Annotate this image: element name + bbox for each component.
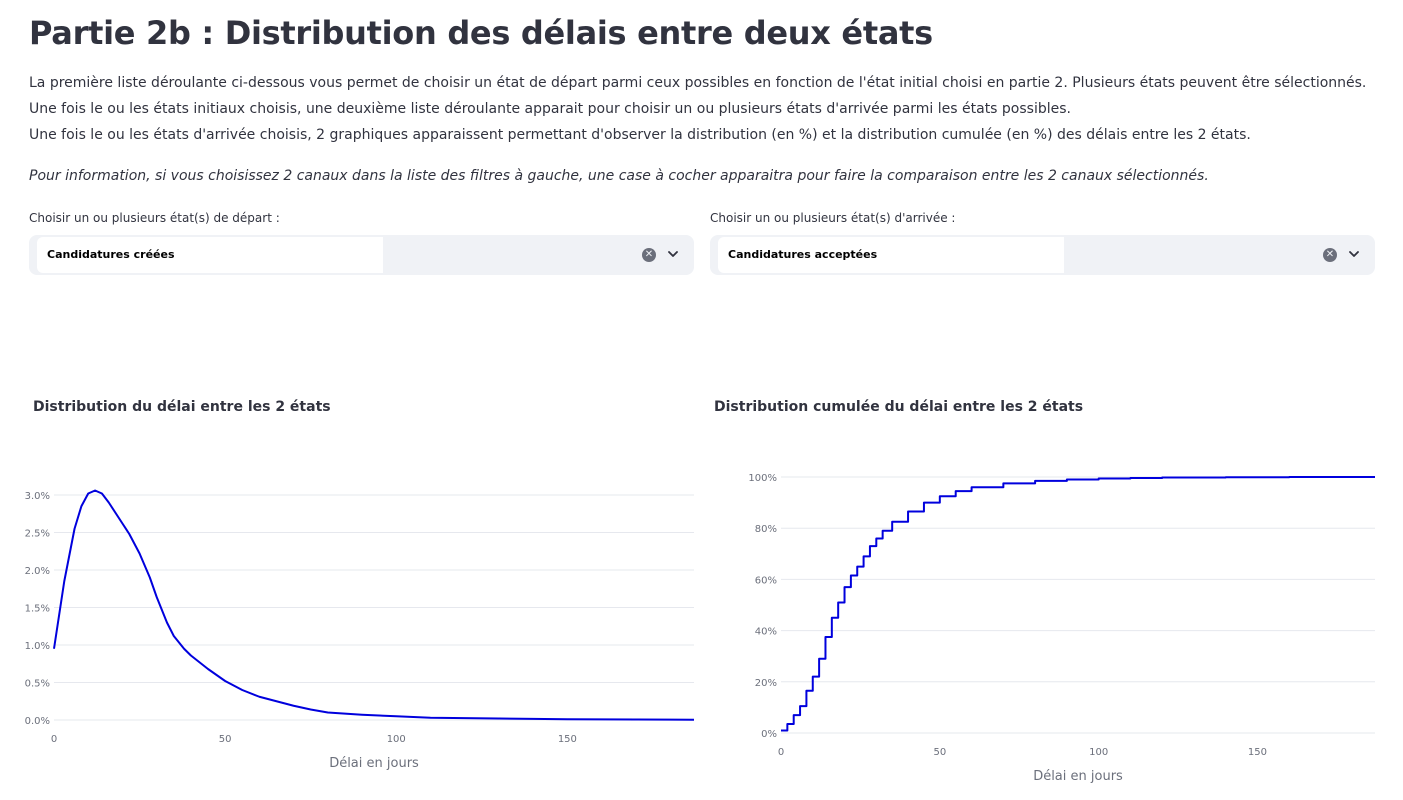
cumulative-distribution-chart: 0% 20% 40% 60% 80% 100% 0 50 100 150 Délai en jour… <box>748 473 1375 784</box>
y-tick-label: 0.5% <box>25 679 50 690</box>
y-tick-label: 2.0% <box>25 566 50 577</box>
series-line <box>781 476 1375 732</box>
y-tick-label: 0% <box>761 729 777 740</box>
x-axis-label: Délai en jours <box>329 756 419 771</box>
x-tick-label: 150 <box>1248 747 1267 758</box>
intro-paragraph-3: Une fois le ou les états d'arrivée chois… <box>29 127 1251 143</box>
y-tick-label: 60% <box>755 575 777 586</box>
start-state-label: Choisir un ou plusieurs état(s) de dépar… <box>29 211 280 225</box>
end-state-selected-value[interactable]: Candidatures acceptées <box>718 237 1064 273</box>
end-state-select[interactable]: Candidatures acceptées ✕ <box>710 235 1375 275</box>
start-state-select[interactable]: Candidatures créées ✕ <box>29 235 694 275</box>
page-title: Partie 2b : Distribution des délais entr… <box>29 14 933 52</box>
x-tick-label: 0 <box>778 747 784 758</box>
y-tick-label: 1.5% <box>25 604 50 615</box>
clear-circle-icon[interactable]: ✕ <box>1323 248 1337 262</box>
x-tick-label: 100 <box>387 734 406 745</box>
x-tick-label: 0 <box>51 734 57 745</box>
y-tick-label: 20% <box>755 678 777 689</box>
intro-paragraph-2: Une fois le ou les états initiaux choisi… <box>29 101 1071 117</box>
end-state-label: Choisir un ou plusieurs état(s) d'arrivé… <box>710 211 956 225</box>
y-tick-label: 80% <box>755 524 777 535</box>
y-tick-label: 1.0% <box>25 641 50 652</box>
x-tick-label: 50 <box>219 734 232 745</box>
clear-circle-icon[interactable]: ✕ <box>642 248 656 262</box>
y-tick-label: 40% <box>755 627 777 638</box>
chart-1-title: Distribution du délai entre les 2 états <box>33 399 331 415</box>
distribution-chart: 0.0% 0.5% 1.0% 1.5% 2.0% 2.5% 3.0% 0 50 100 150 Dél… <box>25 489 695 771</box>
start-state-value-text: Candidatures créées <box>47 248 175 261</box>
y-tick-label: 3.0% <box>25 491 50 502</box>
x-tick-label: 150 <box>558 734 577 745</box>
end-state-value-text: Candidatures acceptées <box>728 248 878 261</box>
chevron-down-icon[interactable] <box>666 247 680 261</box>
y-tick-label: 0.0% <box>25 716 50 727</box>
y-tick-label: 100% <box>748 473 777 484</box>
y-tick-label: 2.5% <box>25 529 50 540</box>
chart-2-title: Distribution cumulée du délai entre les … <box>714 399 1084 415</box>
x-tick-label: 50 <box>933 747 946 758</box>
x-tick-label: 100 <box>1089 747 1108 758</box>
x-axis-label: Délai en jours <box>1033 769 1123 784</box>
info-note: Pour information, si vous choisissez 2 c… <box>29 168 1209 184</box>
intro-paragraph-1: La première liste déroulante ci-dessous … <box>29 75 1367 91</box>
series-line <box>53 489 695 721</box>
chevron-down-icon[interactable] <box>1347 247 1361 261</box>
start-state-selected-value[interactable]: Candidatures créées <box>37 237 383 273</box>
